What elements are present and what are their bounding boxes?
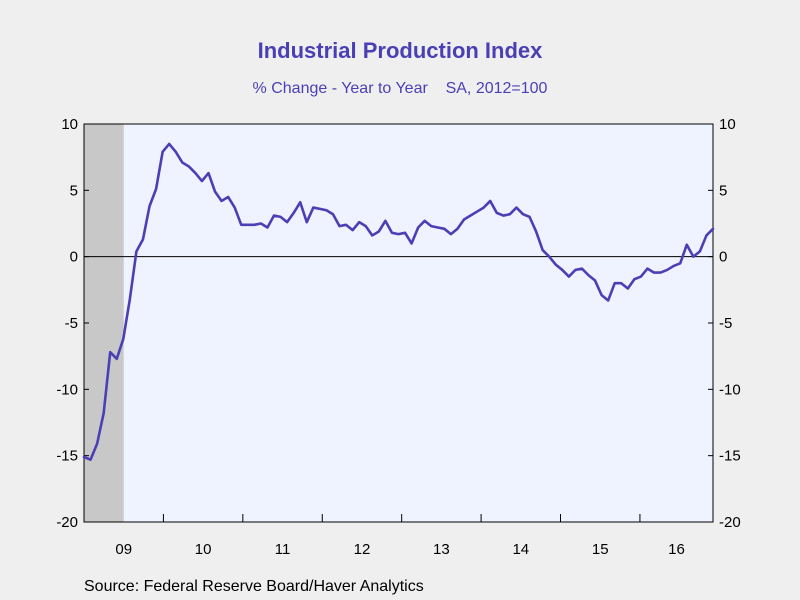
- y-tick-label-right: -5: [719, 315, 732, 332]
- y-tick-label-right: 10: [719, 116, 736, 133]
- x-tick-label: 13: [433, 541, 450, 558]
- y-tick-label-left: -20: [56, 514, 78, 531]
- series-layer: [82, 142, 715, 461]
- x-tick-label: 10: [195, 541, 212, 558]
- y-tick-label-left: 10: [61, 116, 78, 133]
- series-line: [82, 142, 715, 461]
- chart-subtitle: % Change - Year to Year SA, 2012=100: [252, 80, 548, 97]
- y-tick-label-right: -10: [719, 381, 741, 398]
- recession-band: [84, 124, 124, 522]
- y-tick-label-left: -5: [65, 315, 78, 332]
- x-tick-label: 12: [354, 541, 371, 558]
- x-tick-label: 11: [275, 541, 291, 558]
- y-tick-label-right: 0: [719, 249, 727, 266]
- recession-shading-layer: [84, 124, 124, 522]
- x-tick-label: 16: [668, 541, 685, 558]
- y-tick-label-left: -15: [56, 448, 78, 465]
- x-tick-label: 15: [592, 541, 609, 558]
- y-tick-label-right: 5: [719, 182, 727, 199]
- source-note: Source: Federal Reserve Board/Haver Anal…: [84, 578, 424, 595]
- y-tick-label-left: 0: [70, 249, 78, 266]
- tick-layer: 10 10 5 5 0 0 -5 -5 -10 -10 -15 -15 -20 -20 09 10 11 12 13…: [56, 116, 740, 558]
- y-tick-label-left: 5: [70, 182, 78, 199]
- chart-title: Industrial Production Index: [257, 38, 543, 63]
- plot-background: [84, 124, 713, 522]
- y-tick-label-right: -20: [719, 514, 741, 531]
- y-tick-label-left: -10: [56, 381, 78, 398]
- y-tick-label-right: -15: [719, 448, 741, 465]
- x-tick-label: 09: [115, 541, 132, 558]
- x-tick-label: 14: [512, 541, 529, 558]
